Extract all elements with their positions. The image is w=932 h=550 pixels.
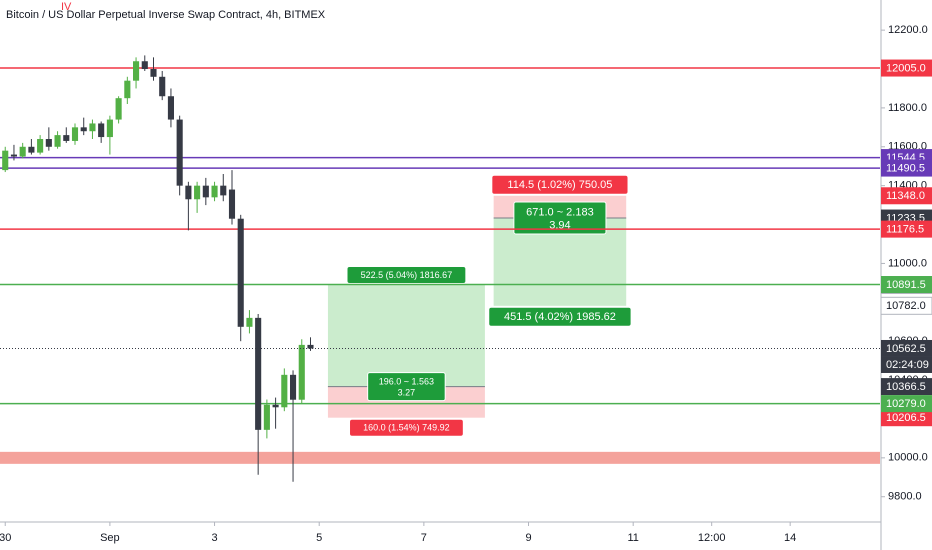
- price-tag-label: 10206.5: [886, 412, 926, 424]
- candle-body: [19, 146, 26, 157]
- candle-body: [220, 185, 227, 196]
- y-tick-label: 12200.0: [888, 24, 928, 36]
- candle-body: [10, 154, 18, 157]
- candle-body: [272, 404, 279, 408]
- entry-pill: [513, 201, 607, 235]
- candle-body: [246, 317, 253, 327]
- candle-body: [159, 76, 166, 97]
- price-tag: [881, 276, 932, 294]
- target-label: 451.5 (4.02%) 1985.62: [504, 311, 616, 323]
- candle-body: [141, 61, 148, 70]
- candle-body: [211, 185, 218, 198]
- candle-body: [80, 127, 87, 132]
- price-tag: [880, 296, 932, 315]
- stop-label: 160.0 (1.54%) 749.92: [363, 423, 450, 433]
- x-tick-label: 3: [211, 532, 217, 544]
- price-tag-label: 11176.5: [886, 224, 924, 236]
- candle-body: [115, 98, 122, 120]
- candle-body: [37, 139, 44, 153]
- y-tick-label: 11800.0: [888, 102, 927, 114]
- countdown-tag: [881, 356, 932, 373]
- candle-body: [106, 119, 113, 138]
- stop-label: 114.5 (1.02%) 750.05: [507, 179, 612, 191]
- stop-pill: [350, 419, 463, 436]
- candle-body: [54, 135, 61, 147]
- price-tag-label: 10366.5: [886, 381, 926, 393]
- price-tag: [881, 339, 932, 357]
- candle-body: [202, 185, 209, 198]
- price-tag: [881, 378, 932, 396]
- target-label: 522.5 (5.04%) 1816.67: [361, 270, 453, 280]
- x-tick-label: 11: [627, 532, 638, 544]
- candle-body: [298, 344, 305, 400]
- y-tick-label: 10000.0: [888, 452, 928, 464]
- x-tick-label: Sep: [100, 532, 120, 544]
- candle-body: [228, 189, 236, 219]
- candle-body: [237, 218, 244, 327]
- x-tick-label: 12:00: [698, 532, 726, 544]
- chart-title: Bitcoin / US Dollar Perpetual Inverse Sw…: [6, 9, 326, 21]
- x-tick-label: 5: [316, 532, 322, 544]
- wave-label: IV: [61, 1, 72, 13]
- profit-zone: [327, 285, 485, 387]
- price-tag-label: 12005.0: [886, 62, 926, 74]
- entry-label: 3.27: [398, 387, 416, 397]
- x-tick-label: 14: [784, 532, 796, 544]
- candle-body: [63, 135, 70, 141]
- price-tag-label: 11348.0: [886, 190, 925, 202]
- y-tick-label: 11000.0: [888, 257, 927, 269]
- candle-body: [263, 404, 270, 430]
- candle-body: [2, 150, 9, 171]
- candle-body: [167, 96, 174, 120]
- countdown-label: 02:24:09: [886, 359, 929, 371]
- candle-body: [124, 80, 131, 99]
- target-pill: [347, 267, 466, 284]
- target-pill: [489, 307, 631, 326]
- candle-body: [289, 374, 297, 400]
- price-tag: [881, 409, 932, 427]
- entry-pill: [367, 372, 446, 402]
- price-tag: [881, 395, 932, 413]
- candle-body: [255, 317, 262, 430]
- x-tick-label: 7: [421, 532, 427, 544]
- candle-body: [281, 374, 288, 408]
- candle-body: [176, 119, 183, 186]
- price-tag-label: 10782.0: [886, 300, 926, 312]
- candle-body: [89, 123, 96, 132]
- candle-body: [307, 344, 314, 349]
- candle-body: [45, 139, 52, 147]
- candle-body: [28, 146, 35, 153]
- x-tick-label: 9: [525, 532, 531, 544]
- price-tag: [881, 59, 932, 77]
- candle-body: [150, 69, 157, 77]
- price-tag: [881, 159, 932, 177]
- candle-body: [185, 185, 192, 200]
- support-zone: [0, 451, 880, 464]
- candle-body: [194, 185, 201, 200]
- candle-body: [98, 123, 105, 138]
- candle-body: [71, 127, 79, 141]
- price-tag: [881, 220, 932, 238]
- entry-label: 671.0 ~ 2.183: [526, 206, 594, 218]
- plot-area: 522.5 (5.04%) 1816.67 160.0 (1.54%) 749.9…: [0, 55, 880, 482]
- price-tag-label: 10891.5: [886, 279, 926, 291]
- stop-pill: [492, 175, 628, 194]
- candle-body: [133, 61, 140, 81]
- price-tag-label: 10279.0: [886, 398, 926, 410]
- entry-label: 196.0 ~ 1.563: [379, 376, 434, 386]
- y-tick-label: 9800.0: [888, 491, 922, 503]
- x-tick-label: 30: [0, 532, 11, 544]
- price-tag: [881, 187, 932, 205]
- price-tag-label: 10562.5: [886, 343, 926, 355]
- price-tag-label: 11490.5: [886, 162, 925, 174]
